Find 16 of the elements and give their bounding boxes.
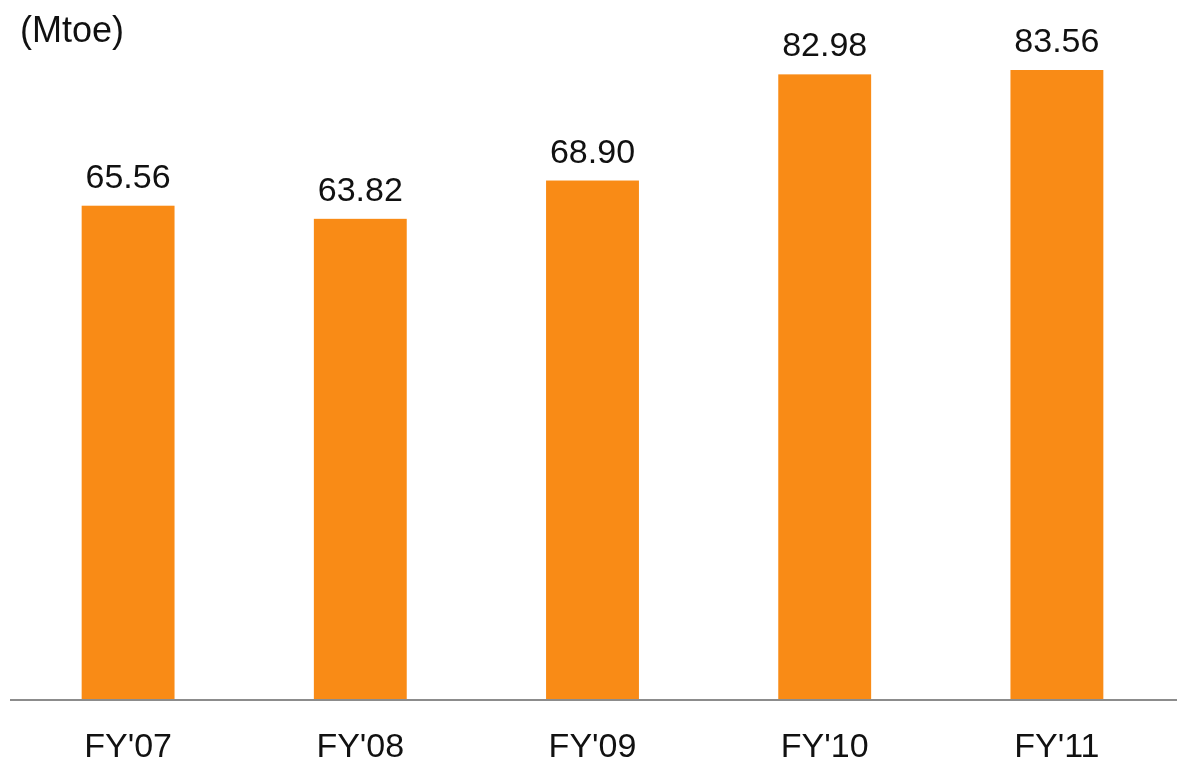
data-label: 63.82 [317,169,403,208]
x-tick-label: FY'09 [548,726,637,764]
data-label: 83.56 [1014,21,1100,59]
x-tick-label: FY'11 [1014,726,1100,764]
data-label: 65.56 [85,156,171,195]
x-tick-label: FY'08 [316,726,405,764]
x-tick-label: FY'10 [780,726,869,764]
bar [1010,70,1104,700]
bar [313,218,407,700]
bar [546,180,639,700]
x-tick-label: FY'07 [84,726,172,764]
y-axis-title: (Mtoe) [20,9,125,50]
data-label: 68.90 [549,131,636,170]
bar [81,205,175,700]
data-label: 82.98 [782,25,868,64]
bar [778,74,872,700]
